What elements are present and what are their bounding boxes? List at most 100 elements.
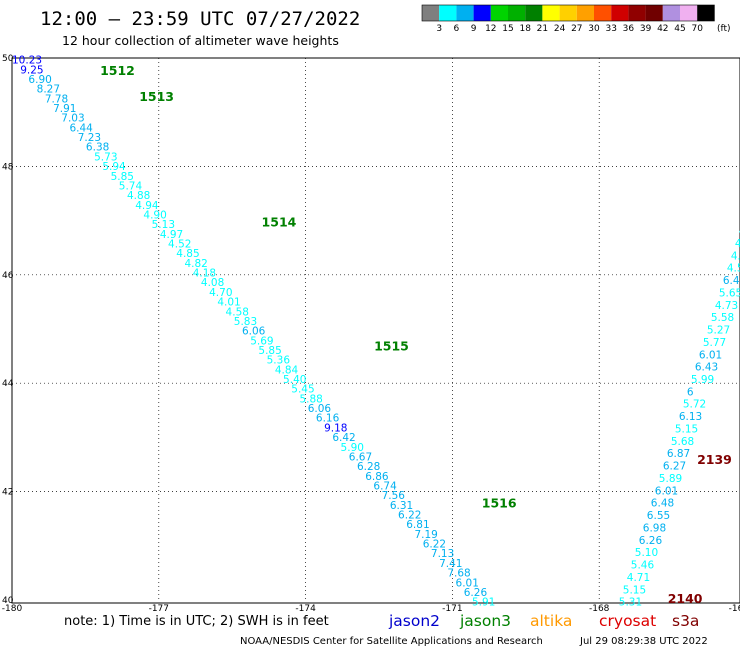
pass-number-label: 1513 <box>139 89 174 104</box>
wave-height-point: 5.83 <box>234 316 257 328</box>
pass-number-label: 1514 <box>262 215 297 230</box>
wave-height-point: 6.42 <box>723 275 740 287</box>
wave-height-point: 5.15 <box>623 584 646 596</box>
colorbar-swatch <box>490 5 508 21</box>
colorbar-tick-label: 36 <box>623 24 635 34</box>
wave-height-point: 6.98 <box>643 522 666 534</box>
wave-height-point: 5.40 <box>283 374 306 386</box>
wave-height-point: 4.18 <box>193 268 216 280</box>
lon-tick-label: -174 <box>295 604 316 614</box>
chart-subtitle: 12 hour collection of altimeter wave hei… <box>62 33 339 48</box>
colorbar-swatch <box>456 5 474 21</box>
wave-height-point: 6.26 <box>639 535 663 547</box>
colorbar-swatch <box>680 5 698 21</box>
wave-height-point: 7.78 <box>45 93 68 105</box>
wave-height-point: 5.31 <box>619 597 642 609</box>
wave-height-point: 6.55 <box>647 510 670 522</box>
colorbar-swatch <box>594 5 612 21</box>
wave-height-point: 7.56 <box>382 490 406 502</box>
wave-height-point: 4.55 <box>727 263 740 275</box>
wave-height-point: 4.08 <box>201 277 224 289</box>
wave-height-point: 5.90 <box>341 442 364 454</box>
satellite-legend-jason3: jason3 <box>459 612 511 630</box>
colorbar-tick-label: 33 <box>605 24 616 34</box>
colorbar-tick-label: 45 <box>674 24 685 34</box>
wave-height-point: 6.31 <box>390 500 413 512</box>
wave-height-point: 4.71 <box>627 572 650 584</box>
wave-height-point: 6.43 <box>695 362 718 374</box>
wave-height-point: 4.73 <box>715 300 738 312</box>
wave-height-point: 4.60 <box>735 238 740 250</box>
pass-number-label: 2140 <box>668 591 703 606</box>
wave-height-point: 10.23 <box>12 55 42 67</box>
lon-tick-label: -168 <box>589 604 610 614</box>
wave-height-point: 5.15 <box>675 423 698 435</box>
lon-tick-label: -171 <box>442 604 462 614</box>
wave-height-point: 5.94 <box>102 161 126 173</box>
colorbar-tick-label: 42 <box>657 24 668 34</box>
colorbar-swatch <box>559 5 577 21</box>
lon-tick-label: -177 <box>149 604 169 614</box>
wave-height-point: 5.85 <box>258 345 281 357</box>
wave-height-points: 10.239.256.908.277.787.917.036.447.236.3… <box>12 55 740 609</box>
wave-height-point: 7.23 <box>78 132 101 144</box>
wave-height-point: 9.25 <box>20 64 43 76</box>
wave-height-point: 6.26 <box>464 587 488 599</box>
wave-height-point: 5.72 <box>683 399 706 411</box>
colorbar-swatch <box>542 5 560 21</box>
colorbar-tick-label: 24 <box>554 24 566 34</box>
wave-height-point: 5.58 <box>711 312 734 324</box>
lat-tick-label: 40 <box>2 596 14 606</box>
wave-height-point: 4.58 <box>226 306 249 318</box>
colorbar-tick-label: 12 <box>485 24 496 34</box>
lat-tick-label: 50 <box>2 54 14 64</box>
colorbar-tick-label: 30 <box>588 24 600 34</box>
lon-tick-label: -180 <box>2 604 23 614</box>
wave-height-point: 4.88 <box>127 190 150 202</box>
chart-title: 12:00 – 23:59 UTC 07/27/2022 <box>40 8 360 30</box>
colorbar-tick-label: 70 <box>691 24 703 34</box>
wave-height-point: 6.67 <box>349 451 372 463</box>
colorbar-tick-label: 18 <box>519 24 531 34</box>
wave-height-point: 5.36 <box>267 355 291 367</box>
wave-height-point: 5.85 <box>111 171 134 183</box>
colorbar-tick-label: 6 <box>454 24 460 34</box>
wave-height-point: 4.82 <box>184 258 207 270</box>
wave-height-point: 6.44 <box>69 122 93 134</box>
wave-height-point: 6.01 <box>699 349 722 361</box>
colorbar-tick-label: 21 <box>537 24 548 34</box>
colorbar-swatch <box>422 5 440 21</box>
colorbar-swatch <box>473 5 491 21</box>
colorbar-tick-label: 39 <box>640 24 652 34</box>
pass-number-label: 1512 <box>100 63 135 78</box>
wave-height-point: 6.48 <box>651 498 674 510</box>
wave-height-point: 4.01 <box>217 297 240 309</box>
colorbar-swatch <box>508 5 526 21</box>
footer-note: note: 1) Time is in UTC; 2) SWH is in fe… <box>64 614 329 629</box>
pass-number-label: 1515 <box>374 338 409 353</box>
lat-tick-label: 46 <box>2 271 14 281</box>
wave-height-point: 4.85 <box>176 248 199 260</box>
wave-height-point: 5.99 <box>691 374 714 386</box>
colorbar-unit: (ft) <box>717 24 731 34</box>
wave-height-point: 5.69 <box>250 335 273 347</box>
wave-height-point: 5.74 <box>119 180 143 192</box>
colorbar-swatch <box>439 5 457 21</box>
wave-height-point: 6.86 <box>365 471 389 483</box>
wave-height-point: 4.84 <box>275 364 299 376</box>
wave-height-point: 5.45 <box>291 384 314 396</box>
wave-height-point: 7.68 <box>447 568 470 580</box>
wave-height-point: 5.13 <box>152 219 175 231</box>
pass-number-labels: 1512 1513 1514 1515 1516 2140 2139 <box>100 63 732 606</box>
colorbar-swatch <box>662 5 680 21</box>
wave-height-point: 6.16 <box>316 413 340 425</box>
wave-height-point: 8.27 <box>37 84 60 96</box>
wave-height-point: 5.77 <box>703 337 726 349</box>
colorbar-swatch <box>611 5 629 21</box>
wave-height-point: 5.10 <box>635 547 658 559</box>
colorbar-swatch <box>628 5 646 21</box>
wave-height-point: 4.34 <box>739 226 740 238</box>
wave-height-point: 6.42 <box>332 432 355 444</box>
colorbar-tick-label: 15 <box>502 24 513 34</box>
wave-height-point: 6 <box>687 386 694 398</box>
